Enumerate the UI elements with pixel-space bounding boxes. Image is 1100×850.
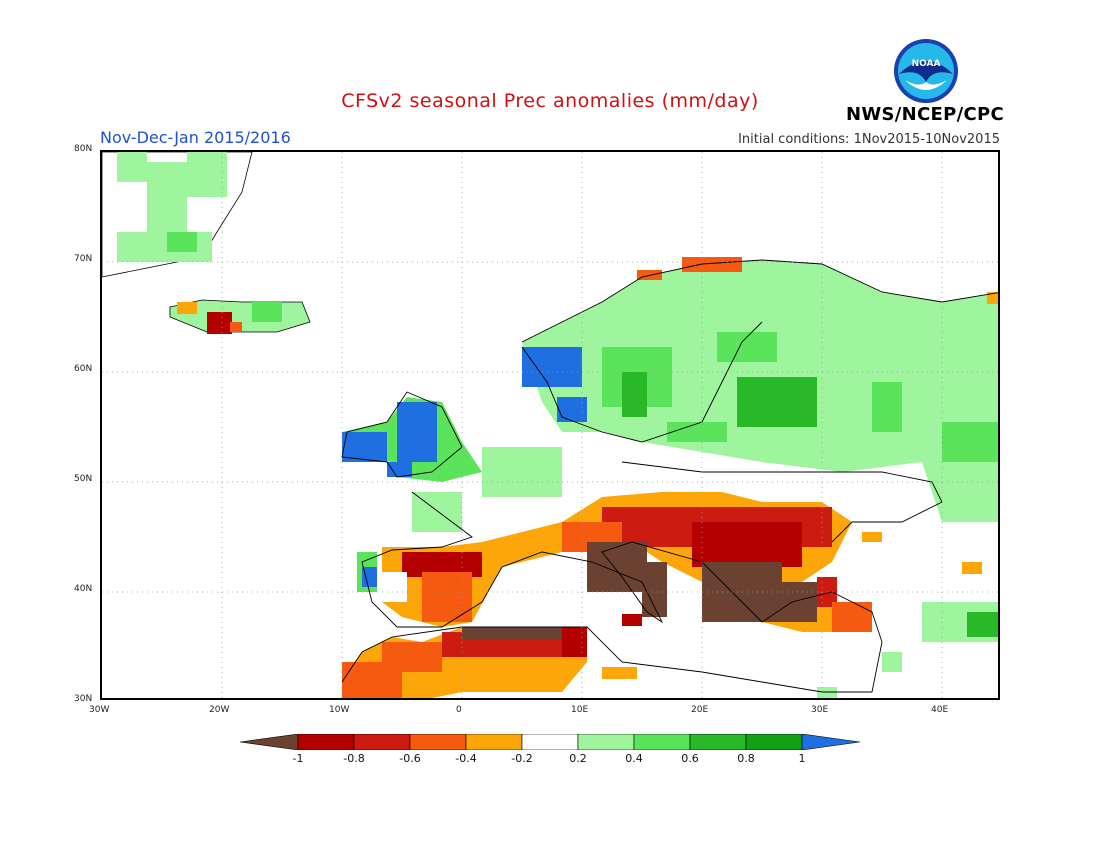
north-africa-dry (342, 627, 637, 698)
greenland-region (102, 152, 253, 278)
initial-conditions: Initial conditions: 1Nov2015-10Nov2015 (738, 132, 1000, 147)
lon-tick-label: 20W (209, 705, 230, 715)
colorbar-segment (745, 734, 803, 750)
noaa-logo: NOAA (894, 39, 958, 103)
agency-label: NWS/NCEP/CPC (846, 104, 1005, 125)
colorbar-segment (409, 734, 467, 750)
colorbar-segment (297, 734, 355, 750)
colorbar-tick: 0.6 (681, 752, 699, 765)
middle-east-wet (817, 602, 998, 698)
colorbar-tick: 0.8 (737, 752, 755, 765)
northern-europe-wet (522, 257, 998, 522)
lat-tick-label: 80N (74, 144, 93, 154)
lat-lon-grid (102, 152, 998, 698)
colorbar-tick: -0.8 (343, 752, 365, 765)
lat-tick-label: 60N (74, 364, 93, 374)
lat-tick-label: 50N (74, 474, 93, 484)
colorbar-tick: 0.4 (625, 752, 643, 765)
lat-tick-label: 70N (74, 254, 93, 264)
colorbar-lt-min (240, 734, 299, 750)
lon-tick-label: 20E (691, 705, 709, 715)
lon-tick-label: 10E (571, 705, 589, 715)
lon-tick-label: 10W (329, 705, 350, 715)
colorbar-segment (521, 734, 579, 750)
colorbar-tick: -0.2 (511, 752, 533, 765)
map-title: CFSv2 seasonal Prec anomalies (mm/day) (341, 90, 759, 112)
iceland-region (169, 299, 311, 334)
lat-tick-label: 40N (74, 584, 93, 594)
colorbar-tick: -1 (292, 752, 304, 765)
colorbar-tick: -0.6 (399, 752, 421, 765)
logo-lettering: NOAA (912, 59, 941, 69)
colorbar-tick: 0.2 (569, 752, 587, 765)
anomaly-map (100, 150, 1000, 700)
colorbar-gt-max (801, 734, 860, 750)
lon-tick-label: 30E (811, 705, 829, 715)
forecast-period: Nov-Dec-Jan 2015/2016 (100, 128, 291, 147)
lon-tick-label: 30W (89, 705, 110, 715)
lon-tick-label: 40E (931, 705, 949, 715)
colorbar-segment (353, 734, 411, 750)
british-isles-region (342, 347, 587, 532)
colorbar (240, 734, 860, 750)
colorbar-tick: -0.4 (455, 752, 477, 765)
colorbar-segment (633, 734, 691, 750)
colorbar-tick: 1 (798, 752, 806, 765)
colorbar-segment (689, 734, 747, 750)
colorbar-segment (465, 734, 523, 750)
map-canvas (102, 152, 998, 698)
lat-tick-label: 30N (74, 694, 93, 704)
lon-tick-label: 0 (456, 705, 462, 715)
colorbar-segment (577, 734, 635, 750)
